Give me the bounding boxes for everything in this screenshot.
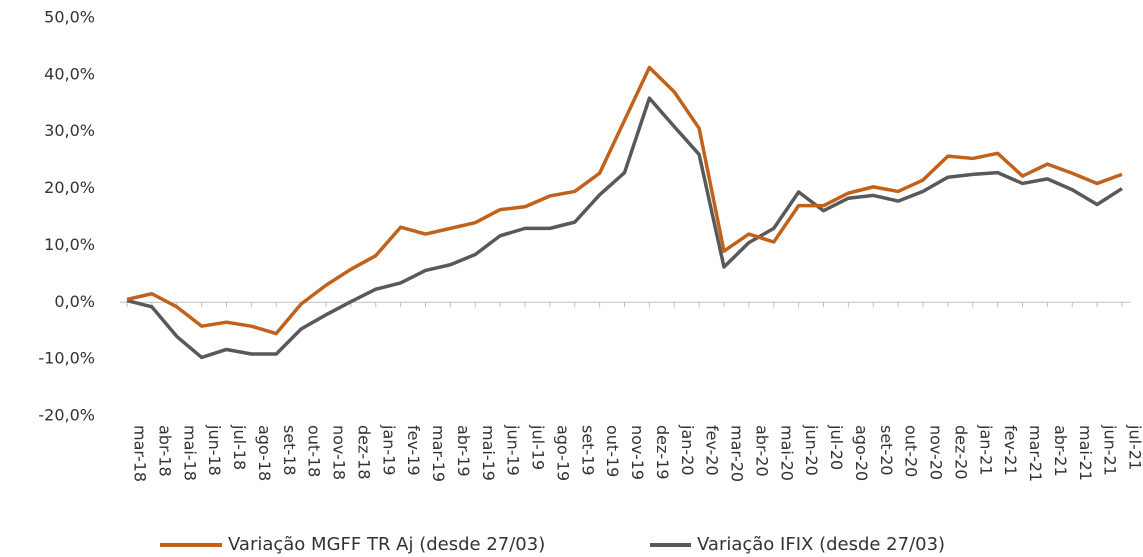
x-tick-label: out-18 [305, 425, 324, 477]
x-tick-label: jul-19 [529, 424, 548, 470]
x-tick-label: dez-20 [951, 425, 970, 480]
x-tick-label: dez-18 [354, 425, 373, 480]
x-tick-label: mai-20 [777, 425, 796, 481]
x-tick-label: nov-20 [927, 425, 946, 480]
y-tick-label: 0,0% [54, 292, 95, 311]
x-tick-label: abr-19 [454, 425, 473, 477]
series-line [126, 65, 1123, 336]
x-tick-label: dez-19 [653, 425, 672, 480]
y-tick-label: -20,0% [38, 406, 95, 425]
y-tick-label: 20,0% [44, 178, 95, 197]
x-tick-label: abr-21 [1051, 425, 1070, 477]
x-tick-label: jan-21 [976, 424, 995, 476]
x-tick-label: jun-20 [802, 424, 821, 476]
series-line [126, 96, 1123, 360]
x-tick-label: jul-18 [230, 424, 249, 470]
x-tick-label: out-19 [603, 425, 622, 477]
x-tick-label: mai-18 [180, 425, 199, 481]
x-tick-label: jun-18 [205, 424, 224, 476]
x-tick-label: abr-20 [752, 425, 771, 477]
x-tick-label: jan-19 [379, 424, 398, 476]
y-tick-label: 30,0% [44, 121, 95, 140]
y-tick-label: 50,0% [44, 8, 95, 27]
x-tick-label: set-19 [578, 425, 597, 476]
x-tick-label: jun-21 [1101, 424, 1120, 476]
x-tick-label: jul-21 [1126, 424, 1143, 470]
y-tick-label: 40,0% [44, 64, 95, 83]
x-tick-label: fev-19 [404, 425, 423, 476]
x-tick-label: ago-19 [553, 425, 572, 481]
legend: Variação MGFF TR Aj (desde 27/03) Variaçã… [160, 534, 945, 555]
x-tick-label: mar-19 [429, 425, 448, 482]
y-tick-label: -10,0% [38, 349, 95, 368]
y-tick-label: 10,0% [44, 235, 95, 254]
x-tick-label: fev-21 [1001, 425, 1020, 476]
legend-label: Variação MGFF TR Aj (desde 27/03) [228, 534, 545, 555]
x-tick-label: mar-20 [728, 425, 747, 482]
x-tick-label: nov-18 [330, 425, 349, 480]
x-tick-label: set-18 [280, 425, 299, 476]
x-tick-label: mar-18 [131, 425, 150, 482]
x-tick-label: nov-19 [628, 425, 647, 480]
x-tick-label: abr-18 [155, 425, 174, 477]
x-tick-label: mar-21 [1026, 425, 1045, 482]
legend-label: Variação IFIX (desde 27/03) [697, 534, 945, 555]
x-tick-label: jan-20 [678, 424, 697, 476]
x-tick-label: jun-19 [504, 424, 523, 476]
x-tick-label: fev-20 [703, 425, 722, 476]
x-tick-label: set-20 [877, 425, 896, 476]
x-tick-label: ago-18 [255, 425, 274, 481]
x-tick-label: mai-21 [1076, 425, 1095, 481]
x-tick-label: mai-19 [479, 425, 498, 481]
x-tick-label: jul-20 [827, 424, 846, 470]
x-tick-label: ago-20 [852, 425, 871, 481]
x-tick-label: out-20 [902, 425, 921, 477]
